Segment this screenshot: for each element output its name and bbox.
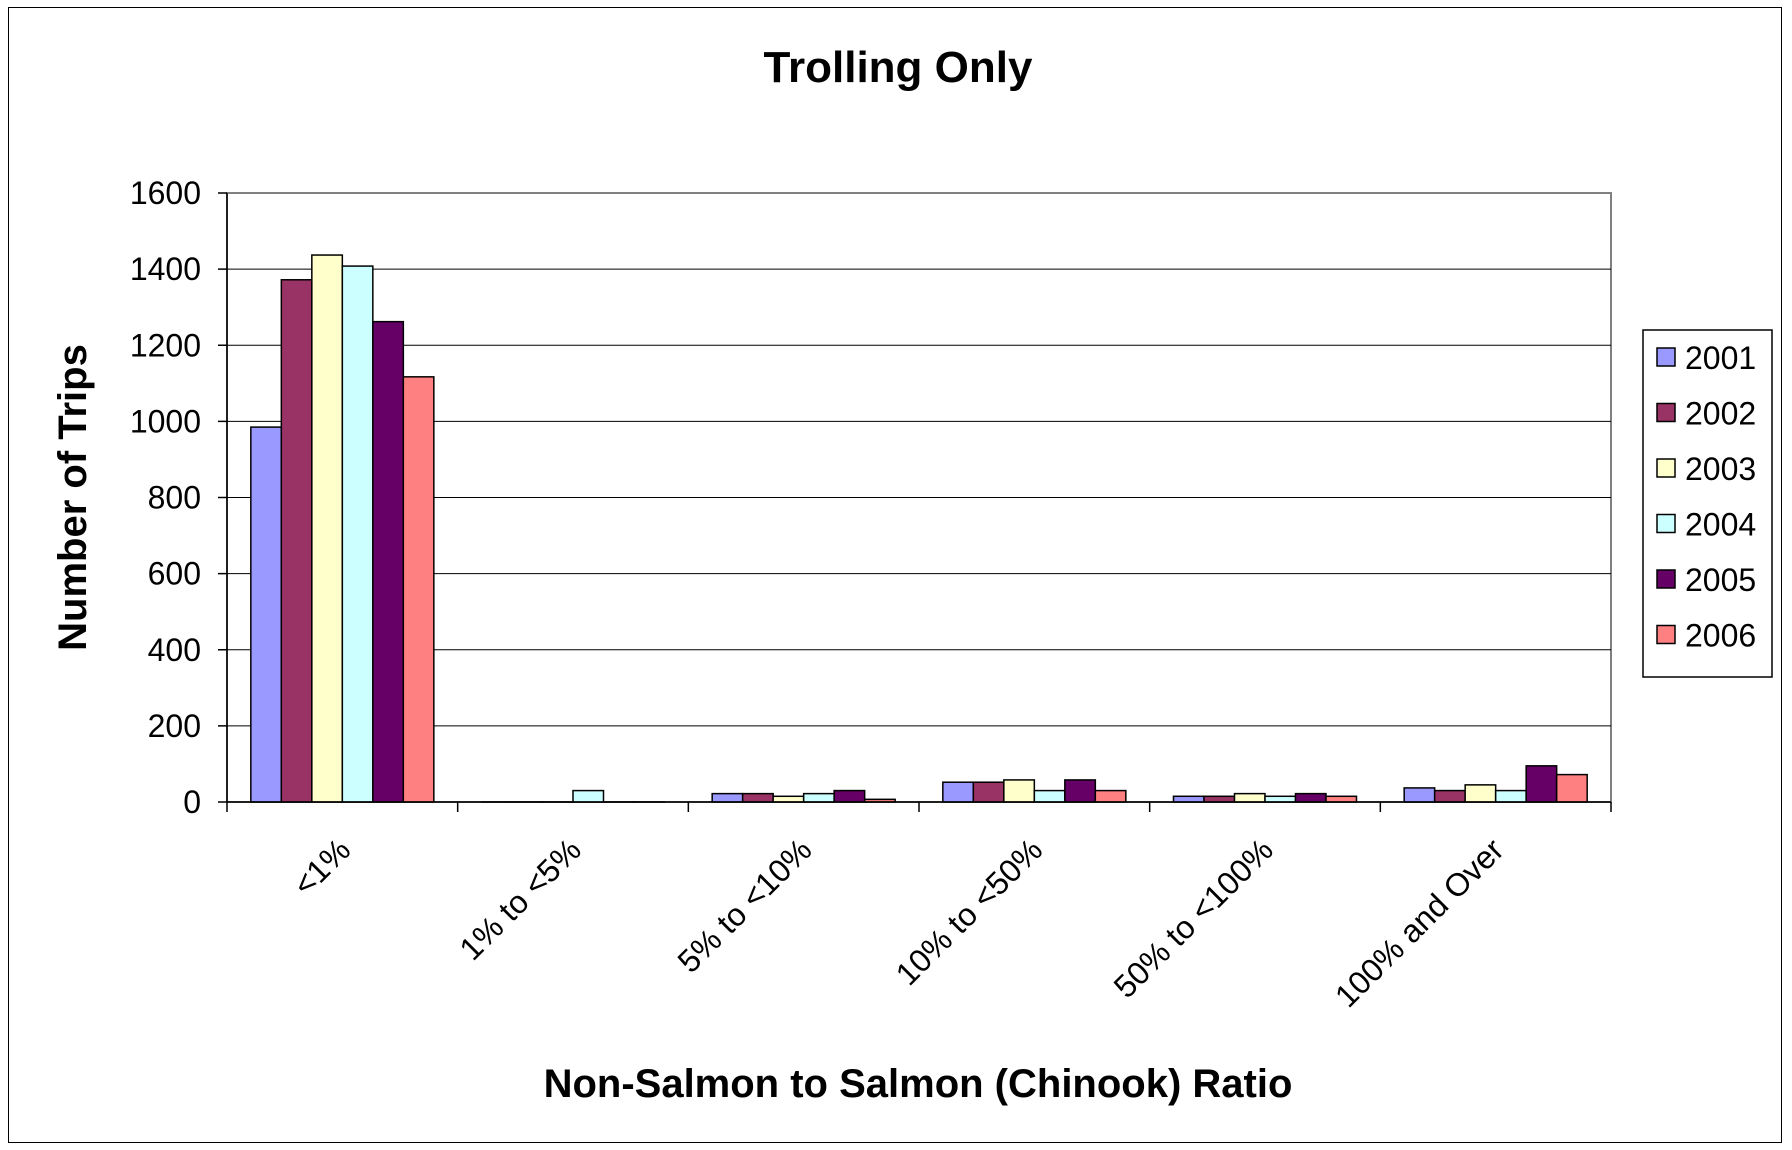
- legend: 2001 2002 2003 2004 2005 2006: [1642, 329, 1773, 678]
- x-tick-label: <1%: [286, 831, 357, 902]
- x-tick-label: 5% to <10%: [671, 831, 819, 979]
- x-tick-label: 50% to <100%: [1107, 831, 1280, 1004]
- bar-2001-0: [250, 426, 283, 803]
- bar-2006-3: [1094, 789, 1127, 803]
- bar-2006-0: [402, 376, 435, 803]
- y-tick-label: 0: [183, 784, 201, 820]
- legend-label-2006: 2006: [1685, 618, 1756, 654]
- bar-2005-0: [372, 320, 405, 803]
- bar-2003-0: [311, 254, 344, 803]
- bar-2004-0: [341, 265, 374, 803]
- legend-swatch-2004: [1656, 513, 1676, 534]
- x-axis-title: Non-Salmon to Salmon (Chinook) Ratio: [544, 1062, 1293, 1106]
- bar-2005-4: [1294, 792, 1327, 803]
- y-tick-label: 400: [148, 632, 201, 668]
- bar-2002-5: [1433, 789, 1466, 803]
- bar-2004-4: [1264, 795, 1297, 803]
- x-tick-label: 10% to <50%: [889, 831, 1050, 992]
- y-tick-label: 1200: [130, 327, 201, 363]
- bar-2002-4: [1203, 795, 1236, 803]
- legend-swatch-2003: [1656, 458, 1676, 478]
- y-tick-labels: 0 200 400 600 800 1000 1200 1400 1600: [130, 175, 201, 820]
- bar-2003-4: [1233, 792, 1266, 803]
- legend-label-2001: 2001: [1685, 340, 1756, 376]
- legend-label-2003: 2003: [1685, 451, 1756, 487]
- bar-2003-5: [1464, 784, 1497, 803]
- bar-2001-4: [1172, 795, 1205, 803]
- y-tick-label: 1600: [130, 175, 201, 211]
- bar-2006-5: [1555, 773, 1588, 803]
- y-tick-label: 800: [148, 480, 201, 516]
- plot-area: 0 200 400 600 800 1000 1200 1400 1600 <1% 1% to <…: [130, 175, 1612, 1014]
- legend-swatch-2005: [1656, 569, 1676, 589]
- bar-2005-3: [1064, 779, 1097, 803]
- bar-2001-3: [942, 781, 975, 803]
- legend-swatch-2006: [1656, 624, 1676, 645]
- legend-label-2002: 2002: [1685, 396, 1756, 432]
- x-tick-label: 100% and Over: [1328, 831, 1511, 1014]
- y-axis-title: Number of Trips: [51, 344, 95, 651]
- bar-2002-3: [972, 781, 1005, 803]
- legend-label-2005: 2005: [1685, 562, 1756, 598]
- legend-label-2004: 2004: [1685, 507, 1756, 543]
- gridlines: [227, 268, 1611, 727]
- bar-2004-2: [802, 792, 835, 803]
- y-tick-label: 200: [148, 708, 201, 744]
- bar-2005-2: [833, 789, 866, 803]
- legend-box: [1642, 329, 1773, 678]
- x-tick-labels: <1% 1% to <5% 5% to <10% 10% to <50% 50% to …: [286, 831, 1511, 1014]
- bar-2005-5: [1525, 765, 1558, 803]
- bar-2004-3: [1033, 789, 1066, 803]
- legend-swatch-2001: [1656, 347, 1676, 367]
- axes: [218, 192, 1612, 812]
- legend-swatch-2002: [1656, 402, 1676, 423]
- bars: [250, 254, 1588, 803]
- y-tick-label: 1000: [130, 403, 201, 439]
- bar-2006-4: [1325, 795, 1358, 803]
- y-tick-label: 600: [148, 556, 201, 592]
- bar-2003-3: [1003, 779, 1036, 803]
- bar-2002-0: [280, 279, 313, 803]
- bar-2001-5: [1403, 787, 1436, 803]
- bar-2004-1: [572, 789, 605, 803]
- chart-title: Trolling Only: [764, 43, 1033, 92]
- x-tick-label: 1% to <5%: [452, 831, 588, 967]
- bar-2004-5: [1494, 789, 1527, 803]
- bar-2003-2: [772, 795, 805, 803]
- bar-2001-2: [711, 792, 744, 803]
- y-tick-label: 1400: [130, 251, 201, 287]
- bar-2002-2: [741, 792, 774, 803]
